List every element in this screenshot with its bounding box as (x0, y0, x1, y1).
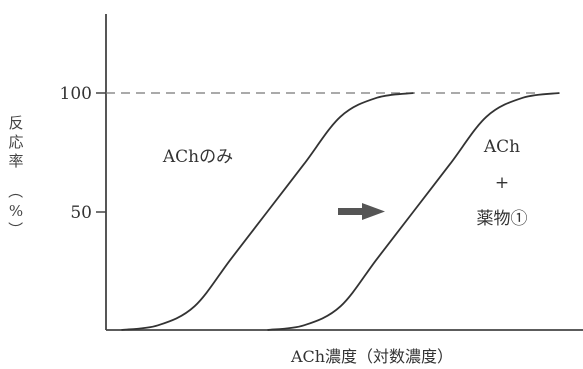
annotation-ach-drug-line2: + (495, 173, 509, 193)
y-axis-label-char: （ (6, 183, 24, 198)
annotation-ach-drug-line3: 薬物① (477, 209, 528, 229)
x-axis-label: ACh濃度（対数濃度） (290, 347, 453, 366)
y-axis-label-char: 反 (8, 114, 23, 132)
y-axis-label-char: 率 (8, 152, 23, 170)
y-axis-label: 反応率 （%） (6, 114, 24, 237)
y-axis-label-char: ） (6, 221, 24, 236)
series-line-ach-plus-drug (267, 92, 560, 331)
annotation-ach-only: AChのみ (162, 147, 233, 167)
y-axis-label-char: 応 (8, 133, 23, 151)
annotation-ach-drug-line1: ACh (483, 137, 520, 157)
series-line-ach-only (121, 92, 414, 331)
y-tick-label-50: 50 (70, 203, 92, 223)
y-tick-label-100: 100 (60, 84, 92, 104)
shift-arrow-icon (338, 203, 385, 220)
y-axis-label-char: % (9, 202, 23, 220)
